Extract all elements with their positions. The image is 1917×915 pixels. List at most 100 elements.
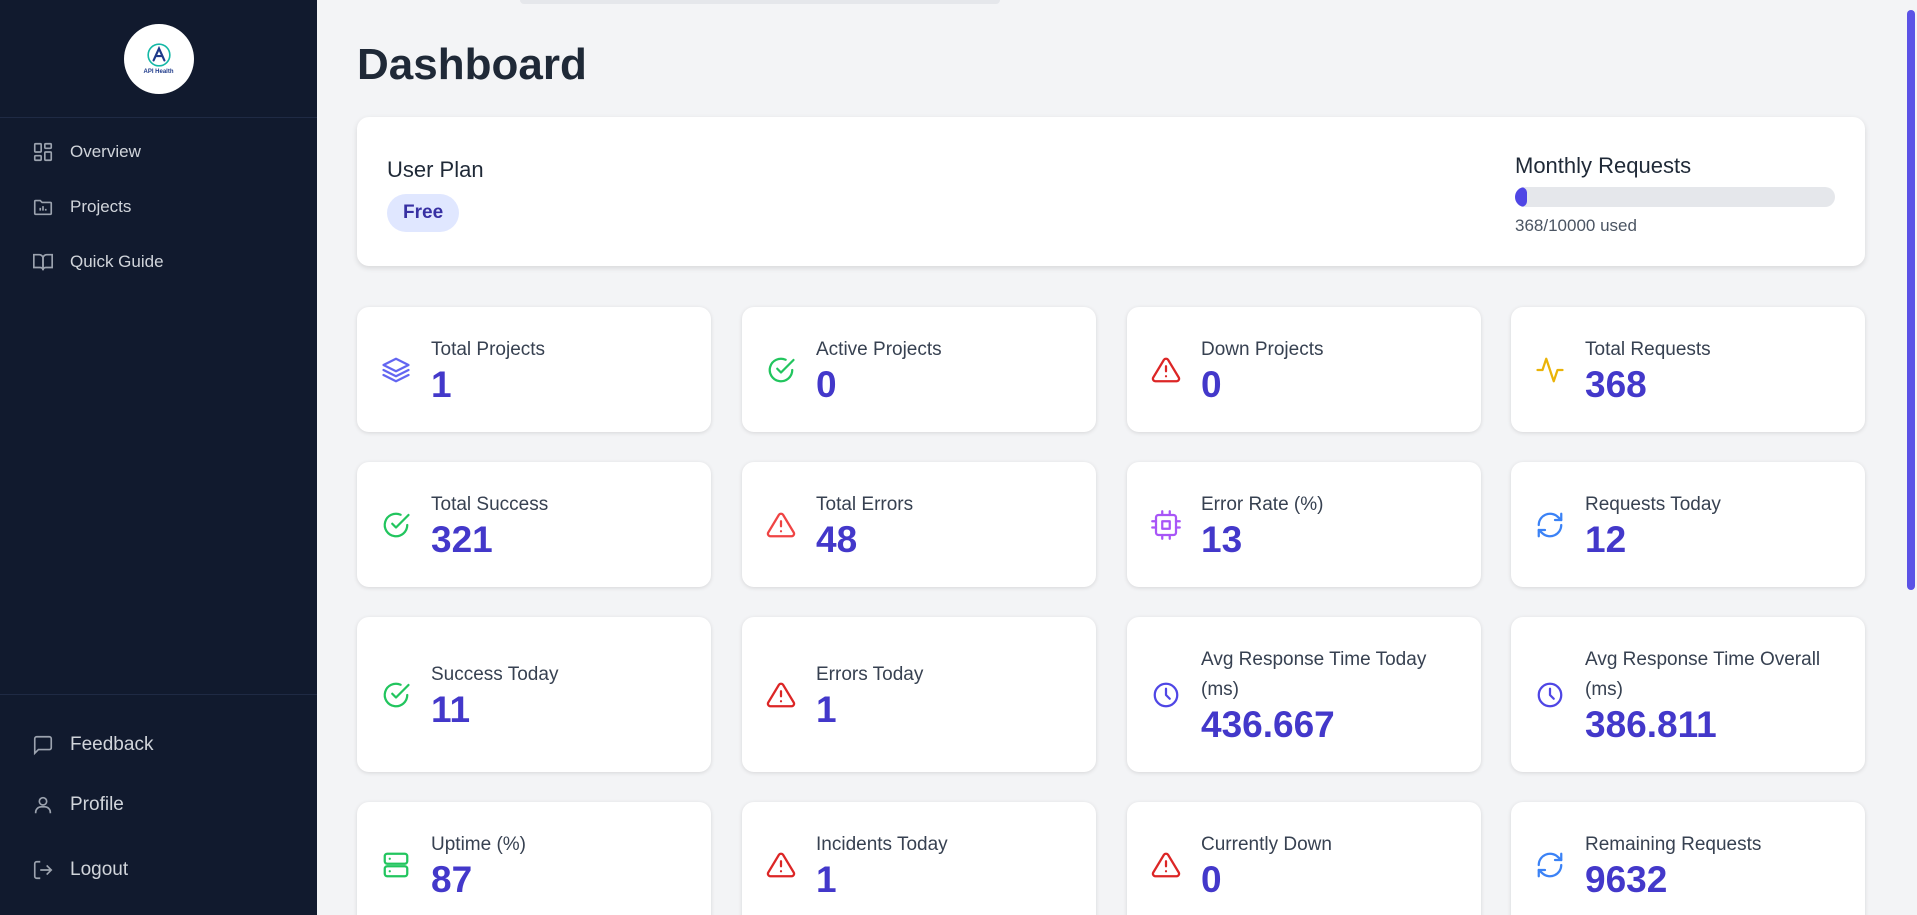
stat-card: Active Projects 0 — [742, 307, 1096, 432]
stat-text: Remaining Requests 9632 — [1585, 830, 1865, 900]
user-icon — [34, 796, 52, 814]
warning-icon — [1151, 850, 1181, 880]
stat-value: 321 — [431, 518, 493, 560]
stat-text: Success Today 11 — [431, 660, 711, 730]
stat-label: Down Projects — [1201, 338, 1324, 360]
stat-card: Error Rate (%) 13 — [1127, 462, 1481, 587]
check-circle-icon — [381, 680, 411, 710]
nav-label: Overview — [70, 141, 141, 161]
stat-text: Errors Today 1 — [816, 660, 1096, 730]
stat-text: Currently Down 0 — [1201, 830, 1481, 900]
nav-label: Quick Guide — [70, 251, 164, 271]
stat-value: 48 — [816, 518, 858, 560]
check-circle-icon — [766, 355, 796, 385]
stat-card: Total Projects 1 — [357, 307, 711, 432]
scrollbar[interactable] — [1905, 0, 1917, 915]
monthly-requests-progress — [1515, 187, 1835, 207]
stat-label: Incidents Today — [816, 833, 948, 855]
stat-label: Total Requests — [1585, 338, 1711, 360]
nav-item-quick-guide[interactable]: Quick Guide — [0, 234, 317, 289]
stat-text: Total Errors 48 — [816, 490, 1096, 560]
stat-label: Error Rate (%) — [1201, 493, 1324, 515]
scrollbar-thumb[interactable] — [1907, 10, 1915, 590]
nav-label: Feedback — [70, 734, 154, 755]
nav-item-projects[interactable]: Projects — [0, 179, 317, 234]
nav-item-logout[interactable]: Logout — [0, 835, 317, 905]
stat-card: Avg Response Time Overall (ms) 386.811 — [1511, 617, 1865, 772]
nav-item-overview[interactable]: Overview — [0, 124, 317, 179]
warning-icon — [766, 680, 796, 710]
stat-card: Avg Response Time Today (ms) 436.667 — [1127, 617, 1481, 772]
stat-value: 13 — [1201, 518, 1243, 560]
stat-text: Avg Response Time Overall (ms) 386.811 — [1585, 645, 1865, 745]
sidebar-bottom-nav: Feedback Profile Logout — [0, 694, 317, 915]
warning-icon — [1151, 355, 1181, 385]
stat-card: Total Errors 48 — [742, 462, 1096, 587]
stat-value: 0 — [1201, 363, 1222, 405]
monthly-requests-label: Monthly Requests — [1515, 153, 1692, 178]
clock-icon — [1535, 680, 1565, 710]
progress-fill — [1515, 187, 1527, 207]
nav-item-feedback[interactable]: Feedback — [0, 715, 317, 775]
stat-text: Active Projects 0 — [816, 335, 1096, 405]
stat-value: 0 — [816, 363, 837, 405]
stat-value: 0 — [1201, 858, 1222, 900]
app-logo[interactable]: API Health — [123, 23, 194, 94]
check-circle-icon — [381, 510, 411, 540]
logo-area: API Health — [0, 0, 317, 118]
stat-value: 11 — [431, 688, 471, 730]
stat-label: Avg Response Time Overall (ms) — [1585, 648, 1821, 700]
stat-label: Total Projects — [431, 338, 546, 360]
stat-label: Total Errors — [816, 493, 914, 515]
stat-label: Requests Today — [1585, 493, 1721, 515]
stat-card: Total Success 321 — [357, 462, 711, 587]
stat-label: Active Projects — [816, 338, 942, 360]
plan-label: User Plan — [387, 157, 484, 182]
sidebar: API Health Overview Projects Quick Guide — [0, 0, 317, 915]
logo-text: API Health — [143, 69, 174, 75]
stat-label: Uptime (%) — [431, 833, 527, 855]
clock-icon — [1151, 680, 1181, 710]
stat-text: Error Rate (%) 13 — [1201, 490, 1481, 560]
book-icon — [33, 253, 53, 270]
server-icon — [381, 850, 411, 880]
grid-icon — [33, 142, 53, 161]
stat-text: Down Projects 0 — [1201, 335, 1481, 405]
stat-text: Incidents Today 1 — [816, 830, 1096, 900]
plan-card: User Plan Free Monthly Requests 368/1000… — [357, 117, 1865, 266]
stat-text: Total Success 321 — [431, 490, 711, 560]
stat-card: Success Today 11 — [357, 617, 711, 772]
stat-text: Total Projects 1 — [431, 335, 711, 405]
stat-text: Avg Response Time Today (ms) 436.667 — [1201, 645, 1481, 745]
warning-icon — [766, 850, 796, 880]
refresh-icon — [1535, 850, 1565, 880]
nav-label: Logout — [70, 859, 129, 880]
stat-value: 386.811 — [1585, 703, 1717, 745]
stat-text: Uptime (%) 87 — [431, 830, 711, 900]
stat-card: Remaining Requests 9632 — [1511, 802, 1865, 915]
message-icon — [33, 735, 53, 756]
page-title: Dashboard — [357, 40, 587, 89]
stat-card: Total Requests 368 — [1511, 307, 1865, 432]
main-nav: Overview Projects Quick Guide — [0, 118, 317, 289]
stat-value: 436.667 — [1201, 703, 1335, 745]
nav-item-profile[interactable]: Profile — [0, 775, 317, 835]
nav-label: Profile — [70, 794, 124, 815]
stat-card: Errors Today 1 — [742, 617, 1096, 772]
stat-value: 1 — [431, 363, 452, 405]
stat-card: Uptime (%) 87 — [357, 802, 711, 915]
stat-value: 9632 — [1585, 858, 1668, 900]
stat-card: Currently Down 0 — [1127, 802, 1481, 915]
stat-label: Errors Today — [816, 663, 924, 685]
stat-text: Total Requests 368 — [1585, 335, 1865, 405]
logo-mark-icon — [146, 43, 171, 67]
stat-value: 12 — [1585, 518, 1627, 560]
stat-label: Avg Response Time Today (ms) — [1201, 648, 1427, 700]
top-edge-shadow — [520, 0, 1000, 4]
stat-label: Remaining Requests — [1585, 833, 1762, 855]
cpu-icon — [1151, 509, 1181, 540]
refresh-icon — [1535, 510, 1565, 540]
folder-chart-icon — [33, 199, 53, 215]
stat-label: Success Today — [431, 663, 559, 685]
stat-card: Incidents Today 1 — [742, 802, 1096, 915]
